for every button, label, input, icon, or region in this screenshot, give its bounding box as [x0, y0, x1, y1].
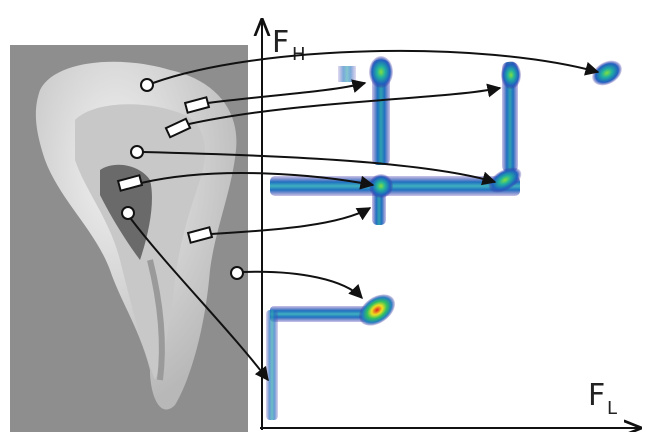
- histogram: [266, 55, 626, 420]
- horizontal-axis-letter: F: [588, 378, 605, 413]
- figure: F H F L: [0, 0, 655, 432]
- vertical-axis-letter: F: [272, 25, 289, 60]
- page: F H F L (() => {: [0, 0, 655, 432]
- horizontal-axis-subscript: L: [607, 398, 617, 419]
